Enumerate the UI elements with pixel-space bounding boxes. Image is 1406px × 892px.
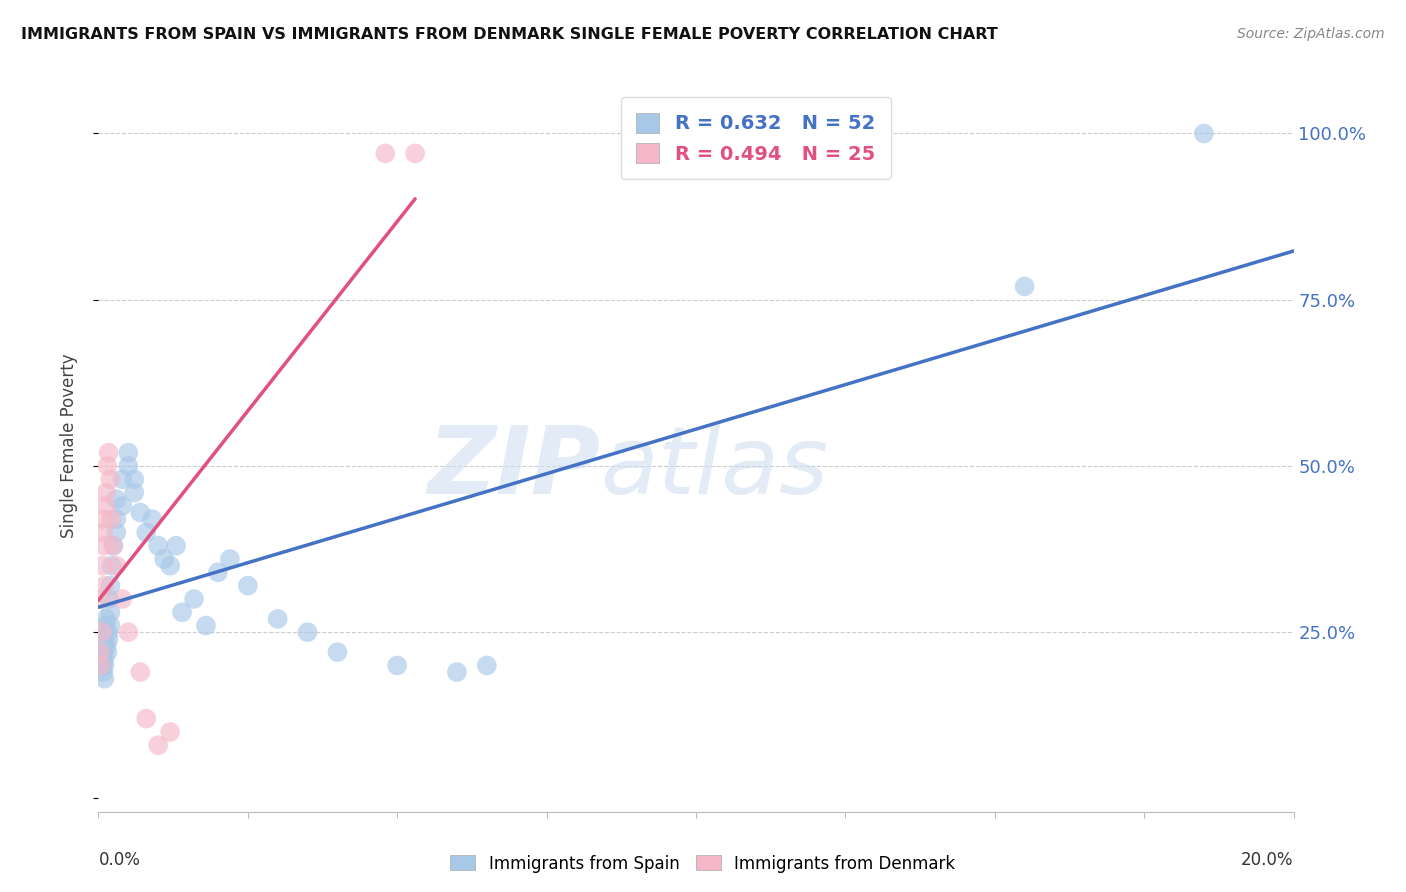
Point	[93, 632, 115, 646]
Point	[94, 618, 117, 632]
Point	[103, 539, 125, 553]
Point	[98, 591, 121, 606]
Point	[1192, 127, 1215, 141]
Point	[97, 625, 120, 640]
Point	[98, 618, 122, 632]
Point	[141, 512, 163, 526]
Point	[98, 472, 122, 486]
Point	[93, 658, 115, 673]
Text: IMMIGRANTS FROM SPAIN VS IMMIGRANTS FROM DENMARK SINGLE FEMALE POVERTY CORRELATI: IMMIGRANTS FROM SPAIN VS IMMIGRANTS FROM…	[21, 27, 998, 42]
Point	[124, 472, 146, 486]
Point	[129, 665, 152, 679]
Point	[446, 665, 468, 679]
Point	[100, 558, 122, 573]
Point	[475, 658, 498, 673]
Point	[111, 499, 134, 513]
Point	[105, 512, 128, 526]
Point	[195, 618, 218, 632]
Point	[96, 485, 118, 500]
Point	[103, 539, 125, 553]
Text: atlas: atlas	[600, 423, 828, 514]
Point	[297, 625, 319, 640]
Point	[105, 492, 128, 507]
Point	[94, 499, 117, 513]
Point	[91, 625, 114, 640]
Point	[90, 591, 112, 606]
Point	[93, 672, 115, 686]
Point	[153, 552, 176, 566]
Text: 0.0%: 0.0%	[98, 851, 141, 869]
Point	[267, 612, 290, 626]
Point	[117, 625, 139, 640]
Point	[117, 445, 139, 459]
Point	[385, 658, 409, 673]
Point	[91, 652, 114, 666]
Point	[93, 512, 115, 526]
Point	[90, 645, 112, 659]
Point	[404, 146, 426, 161]
Point	[98, 579, 122, 593]
Point	[111, 591, 134, 606]
Point	[93, 639, 115, 653]
Point	[165, 539, 187, 553]
Point	[159, 725, 181, 739]
Legend: Immigrants from Spain, Immigrants from Denmark: Immigrants from Spain, Immigrants from D…	[444, 848, 962, 880]
Point	[148, 539, 170, 553]
Point	[96, 645, 118, 659]
Point	[105, 525, 128, 540]
Point	[159, 558, 181, 573]
Point	[1014, 279, 1036, 293]
Point	[124, 485, 146, 500]
Point	[135, 712, 157, 726]
Point	[105, 558, 128, 573]
Point	[93, 579, 115, 593]
Point	[98, 605, 122, 619]
Point	[326, 645, 349, 659]
Point	[100, 512, 122, 526]
Point	[219, 552, 242, 566]
Point	[93, 539, 115, 553]
Point	[207, 566, 229, 580]
Point	[117, 458, 139, 473]
Point	[91, 658, 114, 673]
Y-axis label: Single Female Poverty: Single Female Poverty	[59, 354, 77, 538]
Point	[97, 632, 120, 646]
Point	[90, 658, 112, 673]
Point	[236, 579, 259, 593]
Point	[93, 645, 115, 659]
Legend: R = 0.632   N = 52, R = 0.494   N = 25: R = 0.632 N = 52, R = 0.494 N = 25	[620, 97, 891, 179]
Point	[148, 738, 170, 752]
Point	[172, 605, 194, 619]
Point	[129, 506, 152, 520]
Point	[93, 652, 115, 666]
Text: Source: ZipAtlas.com: Source: ZipAtlas.com	[1237, 27, 1385, 41]
Point	[111, 472, 134, 486]
Text: 20.0%: 20.0%	[1241, 851, 1294, 869]
Text: ZIP: ZIP	[427, 422, 600, 514]
Point	[96, 639, 118, 653]
Point	[96, 458, 118, 473]
Point	[89, 645, 111, 659]
Point	[97, 445, 120, 459]
Point	[374, 146, 396, 161]
Point	[135, 525, 157, 540]
Point	[91, 665, 114, 679]
Point	[183, 591, 205, 606]
Point	[91, 558, 114, 573]
Point	[96, 612, 118, 626]
Point	[91, 525, 114, 540]
